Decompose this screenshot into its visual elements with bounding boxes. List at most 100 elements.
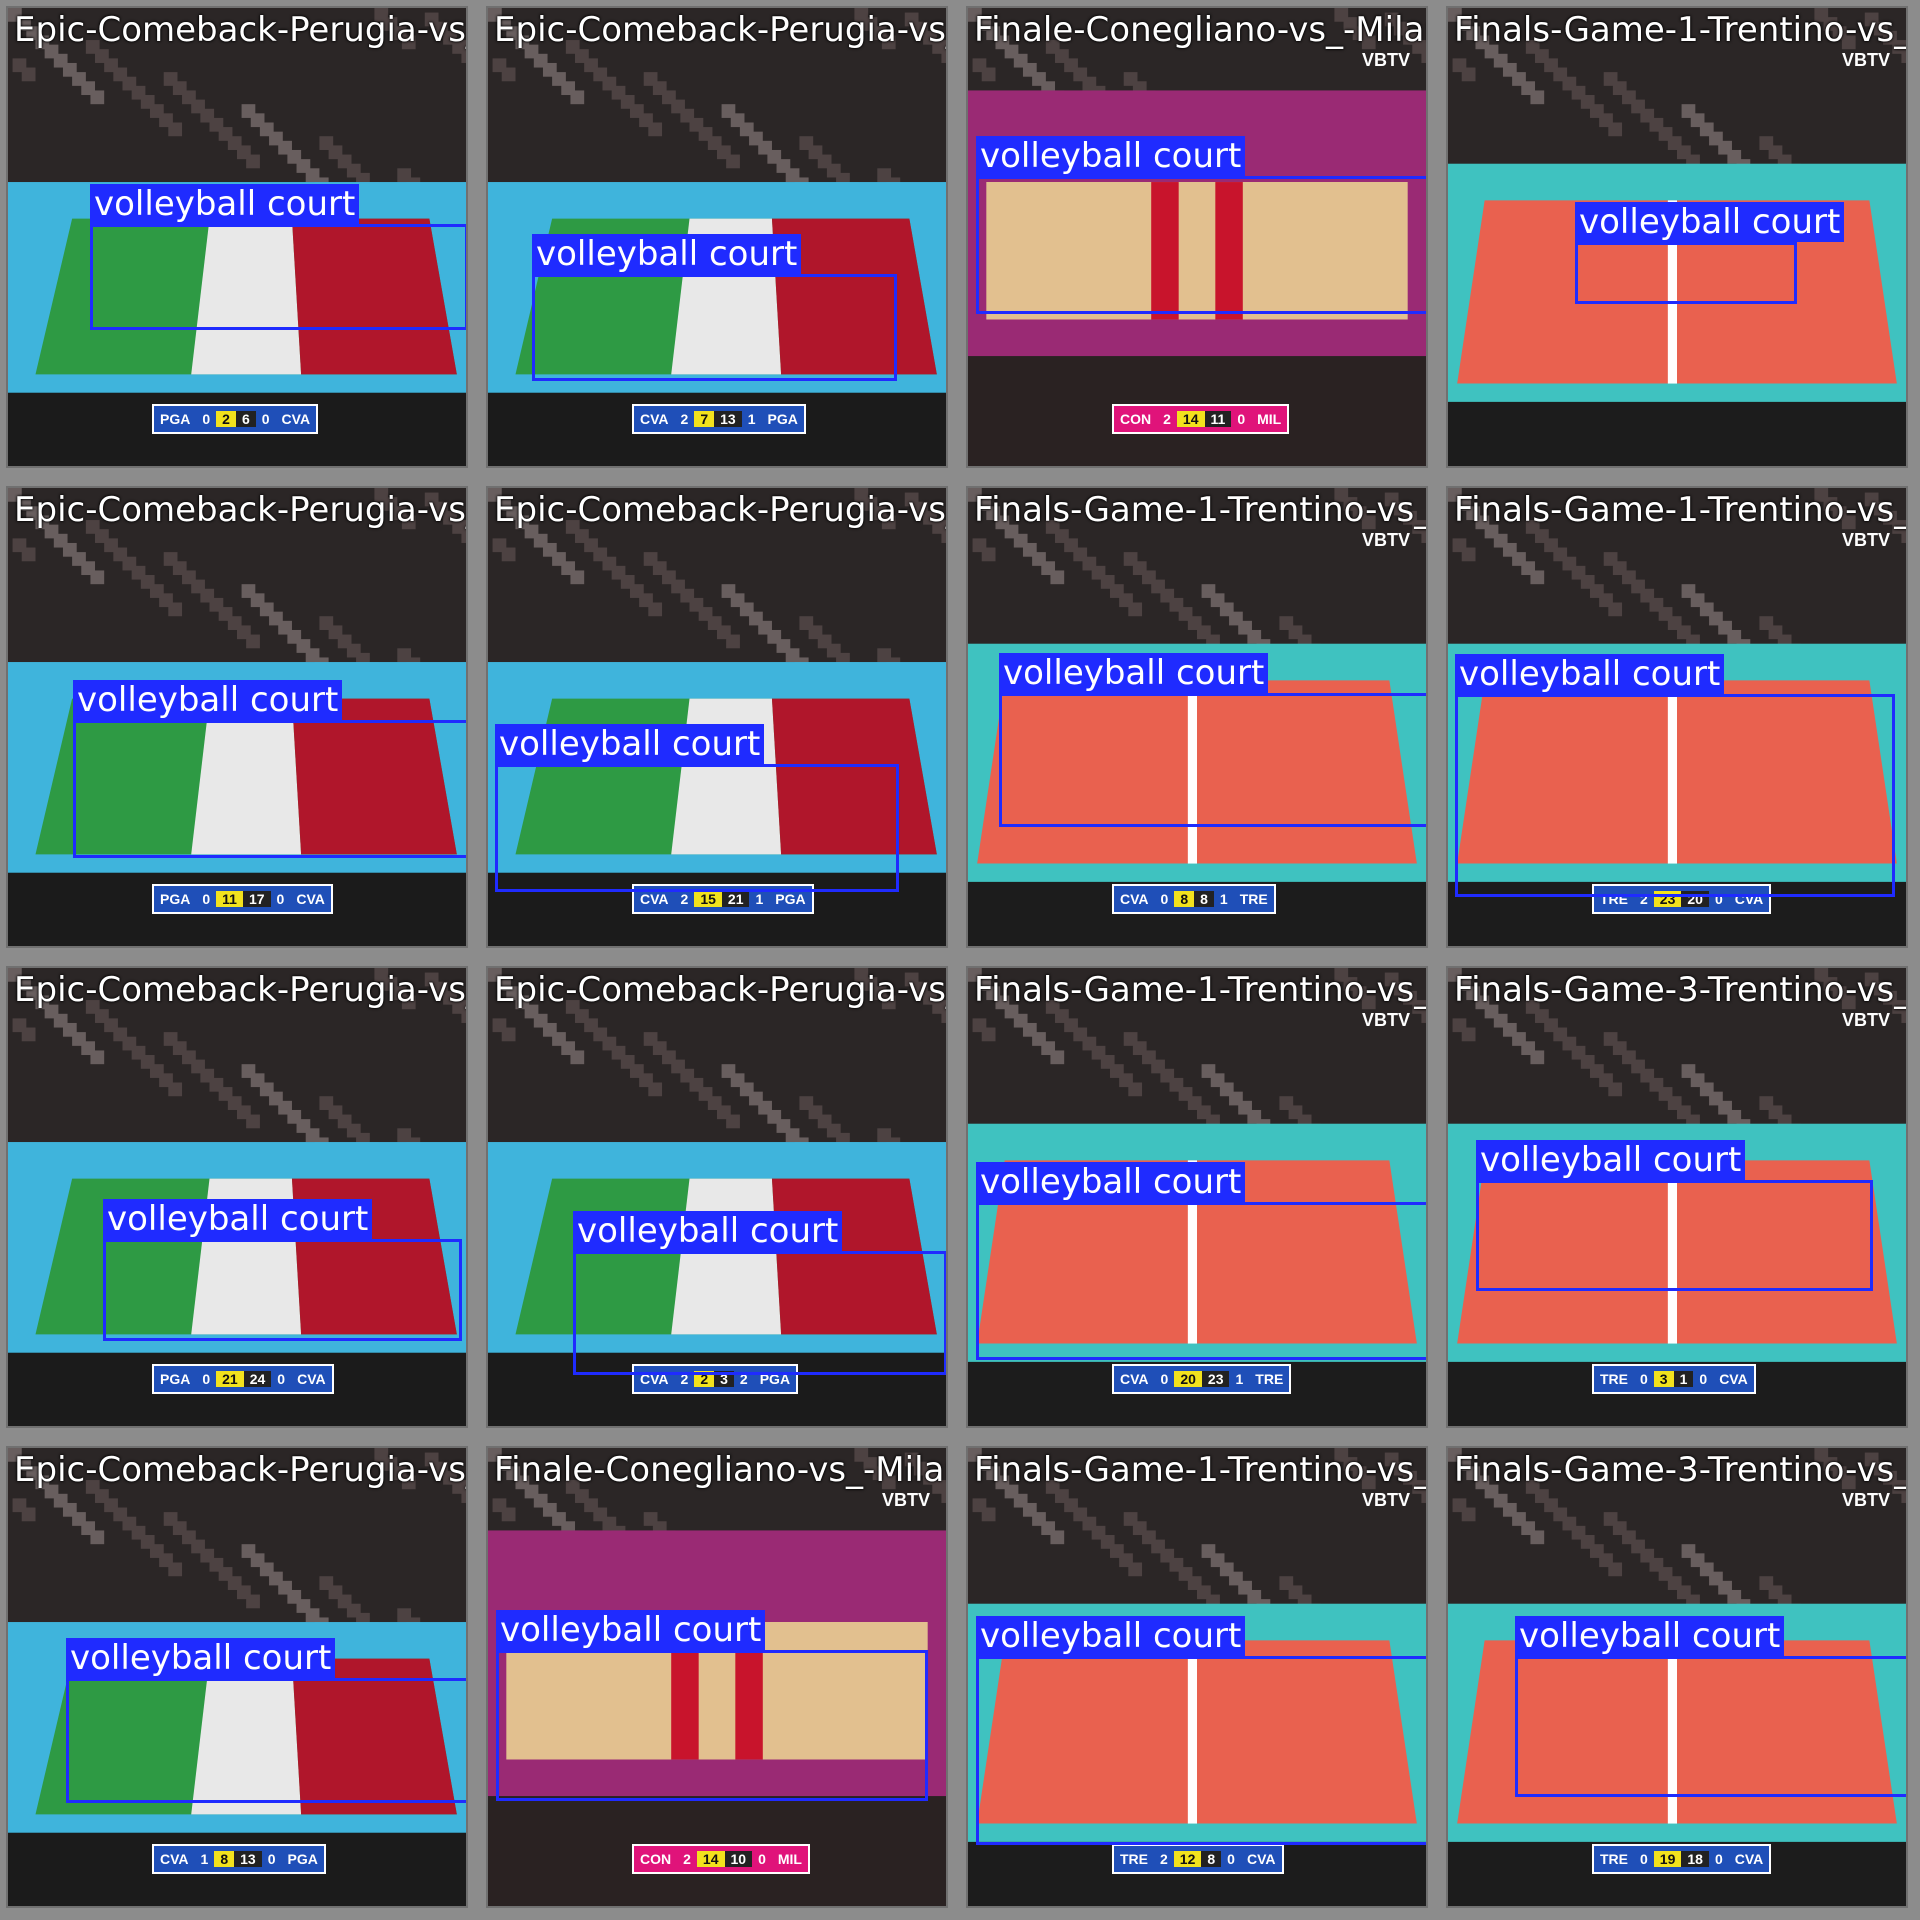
mosaic-tile: Epic-Comeback-Perugia-vs_ CVA 1 8 13 0 PGA voll… — [6, 1446, 468, 1908]
score-value: 1 — [200, 1851, 209, 1867]
score-value: 2 — [680, 1371, 689, 1387]
score-value: 14 — [696, 1851, 725, 1867]
team-code: PGA — [160, 1371, 191, 1387]
score-value: 1 — [755, 891, 764, 907]
team-code: TRE — [1600, 1851, 1628, 1867]
mosaic-tile: Finals-Game-3-Trentino-vs_ VBTV TRE 0 19 18 0 C… — [1446, 1446, 1908, 1908]
score-value: 1 — [747, 411, 756, 427]
score-value: 8 — [1174, 891, 1195, 907]
court-bounding-box — [976, 176, 1426, 314]
court-bounding-box — [573, 1251, 946, 1375]
score-value: 0 — [1160, 891, 1169, 907]
court-box-label: volleyball court — [532, 234, 802, 274]
tile-filename: Finals-Game-1-Trentino-vs_ — [974, 1450, 1428, 1490]
court-box-label: volleyball court — [495, 724, 765, 764]
team-code: PGA — [775, 891, 806, 907]
scoreboard: CVA 0 8 8 1 TRE — [1112, 884, 1276, 914]
court-box-label: volleyball court — [976, 1616, 1246, 1656]
court-box-label: volleyball court — [1455, 654, 1725, 694]
scoreboard: CVA 2 2 3 2 PGA — [632, 1364, 799, 1394]
mosaic-tile: Finals-Game-1-Trentino-vs_ VBTV TRE 2 23 20 0 C… — [1446, 486, 1908, 948]
tile-filename: Epic-Comeback-Perugia-vs_ — [494, 10, 948, 50]
court-box-label: volleyball court — [1575, 202, 1845, 242]
mosaic-tile: Finals-Game-1-Trentino-vs_ VBTV CVA 0 20 23 1 T… — [966, 966, 1428, 1428]
scoreboard: CON 2 14 10 0 MIL — [632, 1844, 810, 1874]
tile-filename: Epic-Comeback-Perugia-vs_ — [14, 970, 468, 1010]
court-box-label: volleyball court — [496, 1610, 766, 1650]
team-code: PGA — [160, 411, 191, 427]
team-code: CVA — [1734, 1851, 1764, 1867]
vbtv-logo: VBTV — [881, 1490, 930, 1510]
score-value: 13 — [714, 411, 742, 427]
team-code: TRE — [1120, 1851, 1148, 1867]
score-value: 7 — [694, 411, 715, 427]
court-bounding-box — [532, 274, 897, 381]
tile-filename: Finale-Conegliano-vs_-Milano-highlights — [974, 10, 1426, 50]
score-value: 0 — [202, 891, 211, 907]
court-box-label: volleyball court — [66, 1638, 336, 1678]
court-bounding-box — [1575, 242, 1797, 304]
court-photo-placeholder — [8, 968, 466, 1426]
team-code: CVA — [640, 891, 669, 907]
scoreboard: TRE 0 3 1 0 CVA — [1592, 1364, 1756, 1394]
score-value: 3 — [1653, 1371, 1674, 1387]
score-value: 23 — [1201, 1371, 1230, 1387]
court-bounding-box — [90, 224, 466, 330]
score-value: 2 — [1640, 891, 1648, 907]
score-value: 21 — [721, 891, 750, 907]
team-code: CVA — [1246, 1851, 1276, 1867]
court-box-label: volleyball court — [73, 680, 343, 720]
vbtv-logo: VBTV — [1361, 1010, 1410, 1030]
mosaic-tile: Epic-Comeback-Perugia-vs_ PGA 0 11 17 0 CVA vol… — [6, 486, 468, 948]
mosaic-tile: Epic-Comeback-Perugia-vs_ PGA 0 21 24 0 CVA vol… — [6, 966, 468, 1428]
team-code: CVA — [1719, 1371, 1748, 1387]
score-value: 0 — [758, 1851, 766, 1867]
team-code: CVA — [640, 1371, 669, 1387]
score-value: 2 — [1163, 411, 1171, 427]
score-value: 11 — [1204, 411, 1232, 427]
court-bounding-box — [495, 764, 899, 892]
score-value: 8 — [1194, 891, 1214, 907]
score-value: 2 — [216, 411, 236, 427]
score-value: 0 — [277, 1371, 286, 1387]
tile-filename: Finals-Game-1-Trentino-vs_ — [974, 490, 1428, 530]
court-bounding-box — [66, 1678, 466, 1803]
scoreboard: TRE 0 19 18 0 CVA — [1592, 1844, 1772, 1874]
score-value: 3 — [714, 1371, 734, 1387]
team-code: MIL — [777, 1851, 802, 1867]
score-value: 21 — [216, 1371, 244, 1387]
score-value: 10 — [724, 1851, 753, 1867]
team-code: PGA — [767, 411, 798, 427]
scoreboard: CVA 2 7 13 1 PGA — [632, 404, 806, 434]
score-value: 0 — [1714, 891, 1723, 907]
team-code: CVA — [281, 411, 311, 427]
score-value: 0 — [1640, 1851, 1648, 1867]
mosaic-tile: Epic-Comeback-Perugia-vs_ CVA 2 2 3 2 PGA volle… — [486, 966, 948, 1428]
court-photo-placeholder — [488, 8, 946, 466]
score-value: 0 — [1227, 1851, 1235, 1867]
mosaic-tile: Finale-Conegliano-vs_-Milano-highlightsV… — [966, 6, 1428, 468]
score-value: 1 — [1673, 1371, 1694, 1387]
score-value: 1 — [1219, 891, 1228, 907]
team-code: CON — [640, 1851, 672, 1867]
score-value: 8 — [214, 1851, 235, 1867]
mosaic-tile: Epic-Comeback-Perugia-vs_ CVA 2 7 13 1 PGA voll… — [486, 6, 948, 468]
court-bounding-box — [103, 1239, 462, 1341]
mosaic-tile: Epic-Comeback-Perugia-vs_ CVA 2 15 21 1 PGA vol… — [486, 486, 948, 948]
tile-filename: Finals-Game-1-Trentino-vs_ — [1454, 10, 1908, 50]
team-code: CVA — [160, 1851, 189, 1867]
mosaic-tile: Finals-Game-1-Trentino-vs_ VBTV TRE 2 12 8 0 CV… — [966, 1446, 1428, 1908]
scoreboard: PGA 0 21 24 0 CVA — [152, 1364, 334, 1394]
score-value: 0 — [1160, 1371, 1169, 1387]
court-box-label: volleyball court — [976, 1162, 1246, 1202]
team-code: MIL — [1257, 411, 1282, 427]
court-bounding-box — [73, 720, 466, 858]
score-value: 24 — [243, 1371, 272, 1387]
tile-filename: Finals-Game-1-Trentino-vs_ — [974, 970, 1428, 1010]
mosaic-tile: Finals-Game-1-Trentino-vs_ VBTV CVA 0 8 8 1 TRE… — [966, 486, 1428, 948]
court-bounding-box — [976, 1202, 1426, 1360]
scoreboard: PGA 0 2 6 0 CVA — [152, 404, 319, 434]
court-box-label: volleyball court — [1476, 1140, 1746, 1180]
vbtv-logo: VBTV — [1361, 530, 1410, 550]
vbtv-logo: VBTV — [1841, 1010, 1890, 1030]
